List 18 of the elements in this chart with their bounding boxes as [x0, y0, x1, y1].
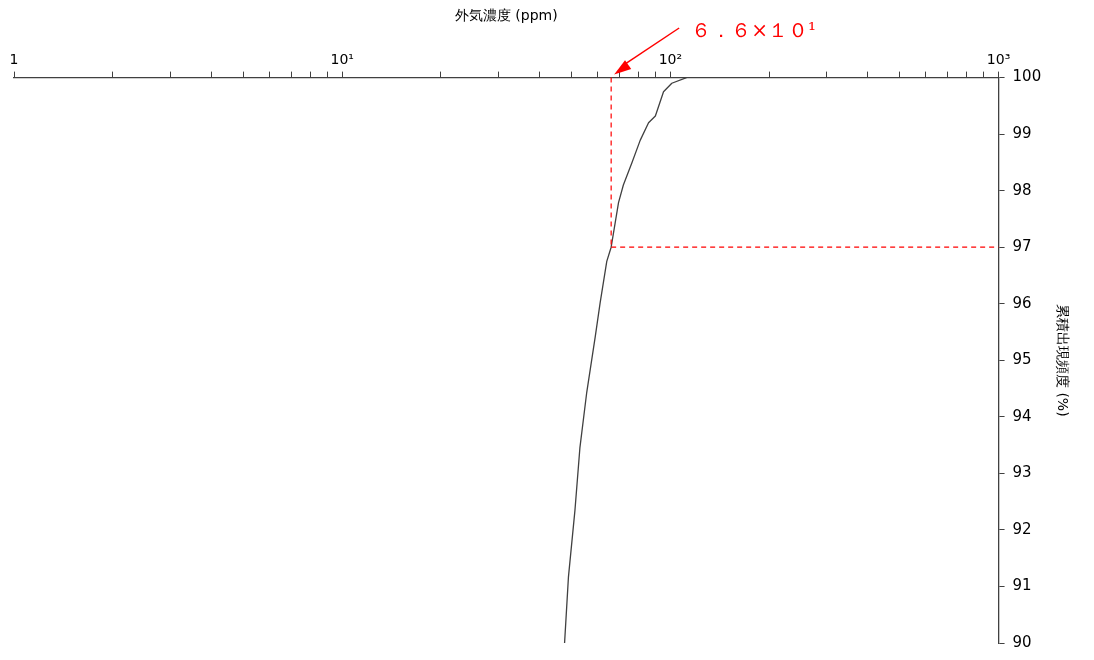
y-tick-label: 95: [1012, 350, 1032, 369]
y-tick-label: 97: [1012, 237, 1032, 256]
x-tick-label: 10¹: [330, 50, 354, 67]
text: ６．６×１０¹: [691, 18, 816, 43]
y-tick-label: 96: [1012, 293, 1032, 312]
x-tick-label: 10²: [658, 50, 683, 67]
y-tick-label: 92: [1012, 519, 1032, 538]
x-tick-label: 10³: [986, 50, 1011, 67]
y-tick-label: 99: [1012, 124, 1032, 143]
y-tick-label: 100: [1012, 67, 1042, 86]
x-axis-title: 外気濃度 (ppm): [454, 7, 558, 24]
y-tick-label: 98: [1012, 180, 1032, 199]
y-tick-label: 93: [1012, 463, 1032, 482]
y-axis-title: 累積出現頻度 (%): [1054, 303, 1071, 417]
y-tick-label: 94: [1012, 406, 1032, 425]
y-tick-label: 91: [1012, 576, 1032, 595]
y-tick-label: 90: [1012, 632, 1032, 651]
x-tick-label: 1: [9, 50, 19, 67]
